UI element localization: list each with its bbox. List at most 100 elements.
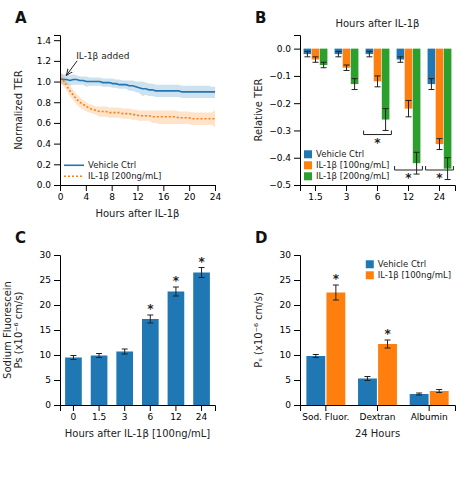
error-bar bbox=[304, 51, 310, 56]
panel-label: A bbox=[15, 9, 27, 27]
error-bar bbox=[352, 79, 358, 90]
tick: 12 bbox=[403, 185, 414, 202]
tick-label: 0.4 bbox=[37, 139, 52, 149]
panel: **Sod. Fluor.DextranAlbumin051015202530V… bbox=[253, 229, 456, 439]
tick-mark bbox=[294, 158, 300, 159]
tick-mark bbox=[315, 185, 316, 191]
tick-label: 5 bbox=[45, 375, 51, 385]
tick-mark bbox=[138, 185, 139, 191]
tick-label: 25 bbox=[40, 275, 51, 285]
x-axis: Sod. Fluor.DextranAlbumin bbox=[301, 405, 456, 422]
tick: 0 bbox=[71, 405, 77, 422]
tick-mark bbox=[54, 185, 60, 186]
tick: 0 bbox=[285, 400, 300, 410]
axis-line bbox=[54, 256, 61, 406]
tick-mark bbox=[54, 305, 60, 306]
error-bar bbox=[436, 390, 442, 393]
tick-mark bbox=[377, 185, 378, 191]
tick: 30 bbox=[280, 250, 300, 260]
significance-bracket bbox=[364, 131, 392, 135]
tick-label: 30 bbox=[40, 250, 52, 260]
figure: 048121620240.00.20.40.60.81.01.21.4IL-1β… bbox=[0, 0, 474, 480]
tick-label: 20 bbox=[40, 300, 52, 310]
bar bbox=[116, 352, 133, 406]
axis-line bbox=[61, 186, 216, 192]
tick: 3 bbox=[122, 405, 128, 422]
tick-mark bbox=[439, 185, 440, 191]
tick-mark bbox=[201, 405, 202, 411]
tick-label: Albumin bbox=[411, 412, 448, 422]
tick-mark bbox=[294, 330, 300, 331]
error-bar bbox=[199, 268, 205, 278]
y-axis-title-line: Sodium Fluorescein bbox=[2, 281, 13, 379]
tick-label: Dextran bbox=[359, 412, 395, 422]
tick-label: 20 bbox=[184, 192, 196, 202]
error-bar bbox=[321, 62, 327, 67]
tick-label: −0.2 bbox=[269, 99, 291, 109]
plot-area bbox=[60, 72, 215, 127]
x-axis: 04812162024 bbox=[58, 185, 222, 202]
axis-line bbox=[294, 36, 301, 186]
tick: Dextran bbox=[359, 405, 395, 422]
legend-swatch bbox=[304, 172, 312, 180]
legend: Vehicle CtrlIL-1β [100ng/mL] bbox=[366, 259, 451, 280]
y-axis-title-line: Relative TER bbox=[253, 79, 264, 142]
significance-marker: * bbox=[405, 171, 412, 185]
tick-mark bbox=[215, 185, 216, 191]
tick-mark bbox=[54, 40, 60, 41]
legend-swatch bbox=[366, 271, 374, 279]
significance-marker: * bbox=[436, 171, 443, 185]
tick-mark bbox=[294, 76, 300, 77]
legend-item: IL-1β [100ng/mL] bbox=[304, 160, 389, 170]
error-bar bbox=[313, 57, 319, 62]
tick-mark bbox=[54, 405, 60, 406]
tick-label: −0.5 bbox=[269, 180, 291, 190]
tick-label: 15 bbox=[40, 325, 51, 335]
tick: −0.4 bbox=[269, 153, 300, 163]
bar bbox=[430, 391, 449, 405]
tick: 25 bbox=[280, 275, 300, 285]
bar bbox=[91, 356, 108, 406]
tick-label: 0 bbox=[58, 192, 64, 202]
tick-label: 30 bbox=[280, 250, 292, 260]
bar bbox=[410, 394, 429, 405]
tick-mark bbox=[112, 185, 113, 191]
tick-mark bbox=[54, 82, 60, 83]
error-bar bbox=[428, 79, 434, 90]
tick-label: 0 bbox=[71, 412, 77, 422]
bar bbox=[413, 49, 421, 164]
tick-mark bbox=[429, 405, 430, 411]
tick-label: 3 bbox=[122, 412, 128, 422]
legend-swatch bbox=[64, 175, 84, 177]
tick: −0.5 bbox=[269, 180, 300, 190]
tick: 20 bbox=[184, 185, 196, 202]
tick-mark bbox=[325, 405, 326, 411]
tick-mark bbox=[54, 255, 60, 256]
tick: 1.5 bbox=[308, 185, 322, 202]
tick-label: 24 bbox=[196, 412, 208, 422]
tick-mark bbox=[54, 123, 60, 124]
error-bar bbox=[335, 51, 341, 56]
tick-label: 6 bbox=[375, 192, 381, 202]
tick-label: 10 bbox=[40, 350, 52, 360]
x-axis: 1.5361224 bbox=[301, 185, 456, 202]
legend-label: Vehicle Ctrl bbox=[88, 160, 136, 170]
y-axis-title: Relative TER bbox=[253, 79, 264, 142]
significance-bracket bbox=[395, 166, 423, 170]
y-axis-title: Normalized TER bbox=[13, 70, 24, 149]
legend-label: IL-1β [200ng/mL] bbox=[316, 171, 389, 181]
tick-label: 20 bbox=[280, 300, 292, 310]
y-axis-title-line: Ps (x10⁻⁶ cm/s) bbox=[13, 291, 24, 368]
tick-label: 1.5 bbox=[308, 192, 322, 202]
tick: 0.0 bbox=[37, 180, 60, 190]
tick-mark bbox=[189, 185, 190, 191]
plot-area bbox=[65, 268, 210, 406]
tick: 0 bbox=[45, 400, 60, 410]
tick: 0.8 bbox=[37, 98, 60, 108]
error-bar bbox=[147, 315, 153, 323]
bar bbox=[193, 273, 210, 406]
tick: 0.6 bbox=[37, 118, 60, 128]
tick: 12 bbox=[170, 405, 181, 422]
legend-label: IL-1β [200ng/mL] bbox=[88, 171, 161, 181]
tick-label: 25 bbox=[280, 275, 291, 285]
